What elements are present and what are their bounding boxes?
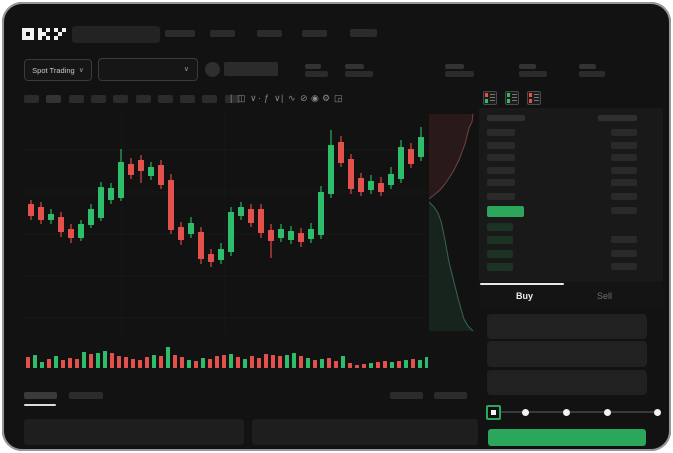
interval-button-10[interactable] [225, 95, 240, 103]
stat-label-1 [305, 64, 321, 69]
stat-label-3 [445, 64, 464, 69]
camera-icon[interactable]: ◉ [311, 93, 319, 103]
chevron-down-icon: ∨ [78, 66, 84, 74]
interval-button-2[interactable] [46, 95, 61, 103]
ask-price-1 [487, 129, 515, 136]
pair-dropdown[interactable]: ∨ [98, 58, 198, 81]
chevron-down-icon[interactable]: ∨ [250, 93, 257, 103]
bid-amount-3 [611, 263, 637, 270]
nav-item-1[interactable] [165, 30, 195, 37]
bottom-tab-2[interactable] [69, 392, 103, 399]
search-input[interactable] [72, 26, 160, 43]
stat-value-1 [305, 71, 328, 77]
nav-item-5[interactable] [350, 29, 377, 37]
last-price-badge [487, 206, 524, 217]
orderbook-view-bids-icon[interactable] [505, 91, 519, 105]
ask-price-2 [487, 142, 515, 149]
line-tool-icon[interactable]: ∿ [288, 93, 296, 103]
active-bottom-tab-underline [24, 404, 56, 406]
interval-button-1[interactable] [24, 95, 39, 103]
active-tab-indicator [480, 283, 564, 285]
bottom-action-1[interactable] [390, 392, 423, 399]
settings-icon[interactable]: ⚙ [322, 93, 331, 103]
interval-button-3[interactable] [69, 95, 84, 103]
market-type-label: Spot Trading [32, 65, 75, 75]
orderbook-header-price [487, 115, 525, 121]
order-field-3[interactable] [487, 370, 647, 395]
interval-button-9[interactable] [202, 95, 217, 103]
last-price-amount [611, 207, 637, 214]
indicators-icon[interactable]: ƒ [264, 93, 270, 103]
stat-value-5 [579, 71, 605, 77]
stat-label-4 [519, 64, 536, 69]
stat-value-4 [519, 71, 547, 77]
slider-handle[interactable] [486, 405, 501, 420]
orderbook-view-asks-icon[interactable] [527, 91, 541, 105]
amount-slider-track[interactable] [491, 411, 658, 413]
stat-value-3 [445, 71, 474, 77]
order-field-1[interactable] [487, 314, 647, 339]
ask-amount-2 [611, 142, 637, 149]
nav-item-2[interactable] [210, 30, 235, 37]
candle-type-icon[interactable]: ◫ [237, 93, 246, 103]
slider-step-4[interactable] [653, 408, 661, 416]
chevron-down-icon: ∨ [183, 66, 189, 73]
fullscreen-icon[interactable]: ◲ [334, 93, 343, 103]
bid-price-4 [487, 263, 513, 271]
ask-amount-5 [611, 179, 637, 186]
stat-label-2 [345, 64, 364, 69]
bid-price-1 [487, 223, 513, 231]
bottom-panel-1 [24, 419, 244, 445]
divider: | [281, 93, 284, 103]
interval-button-6[interactable] [136, 95, 151, 103]
bid-amount-2 [611, 250, 637, 257]
interval-button-4[interactable] [91, 95, 106, 103]
bottom-tab-1[interactable] [24, 392, 57, 399]
tab-buy[interactable]: Buy [516, 291, 534, 301]
orderbook-header-amount [598, 115, 637, 121]
stat-label-5 [579, 64, 596, 69]
orderbook-view-both-icon[interactable] [483, 91, 497, 105]
slider-step-3[interactable] [603, 408, 611, 416]
ask-amount-1 [611, 129, 637, 136]
trade-tabs [479, 283, 663, 308]
bottom-action-2[interactable] [434, 392, 467, 399]
measure-icon[interactable]: ⊘ [300, 93, 308, 103]
market-type-dropdown[interactable]: Spot Trading ∨ [24, 59, 92, 81]
bid-price-2 [487, 236, 513, 244]
buy-submit-button[interactable] [488, 429, 646, 446]
chevron-down-icon[interactable]: ∨ [274, 93, 281, 103]
bid-amount-1 [611, 236, 637, 243]
bid-price-3 [487, 250, 513, 258]
divider-dot: · [258, 93, 261, 103]
order-field-2[interactable] [487, 341, 647, 367]
depth-chart [429, 113, 474, 332]
interval-button-8[interactable] [180, 95, 195, 103]
ask-amount-3 [611, 154, 637, 161]
okx-logo [22, 28, 66, 40]
nav-item-4[interactable] [302, 30, 327, 37]
ask-amount-4 [611, 167, 637, 174]
ask-price-3 [487, 154, 515, 161]
slider-step-1[interactable] [521, 408, 529, 416]
pair-name-placeholder [224, 62, 278, 76]
interval-button-7[interactable] [158, 95, 173, 103]
candlestick-chart[interactable] [22, 112, 428, 334]
stat-value-2 [345, 71, 373, 77]
bottom-panel-2 [252, 419, 478, 445]
tab-sell[interactable]: Sell [597, 291, 613, 301]
ask-amount-6 [611, 193, 637, 200]
volume-chart [26, 347, 428, 368]
interval-button-5[interactable] [113, 95, 128, 103]
divider: | [230, 93, 233, 103]
slider-step-2[interactable] [562, 408, 570, 416]
ask-price-5 [487, 179, 515, 186]
nav-item-3[interactable] [257, 30, 282, 37]
ask-price-4 [487, 167, 515, 174]
ask-price-6 [487, 193, 515, 200]
coin-icon [205, 62, 220, 77]
